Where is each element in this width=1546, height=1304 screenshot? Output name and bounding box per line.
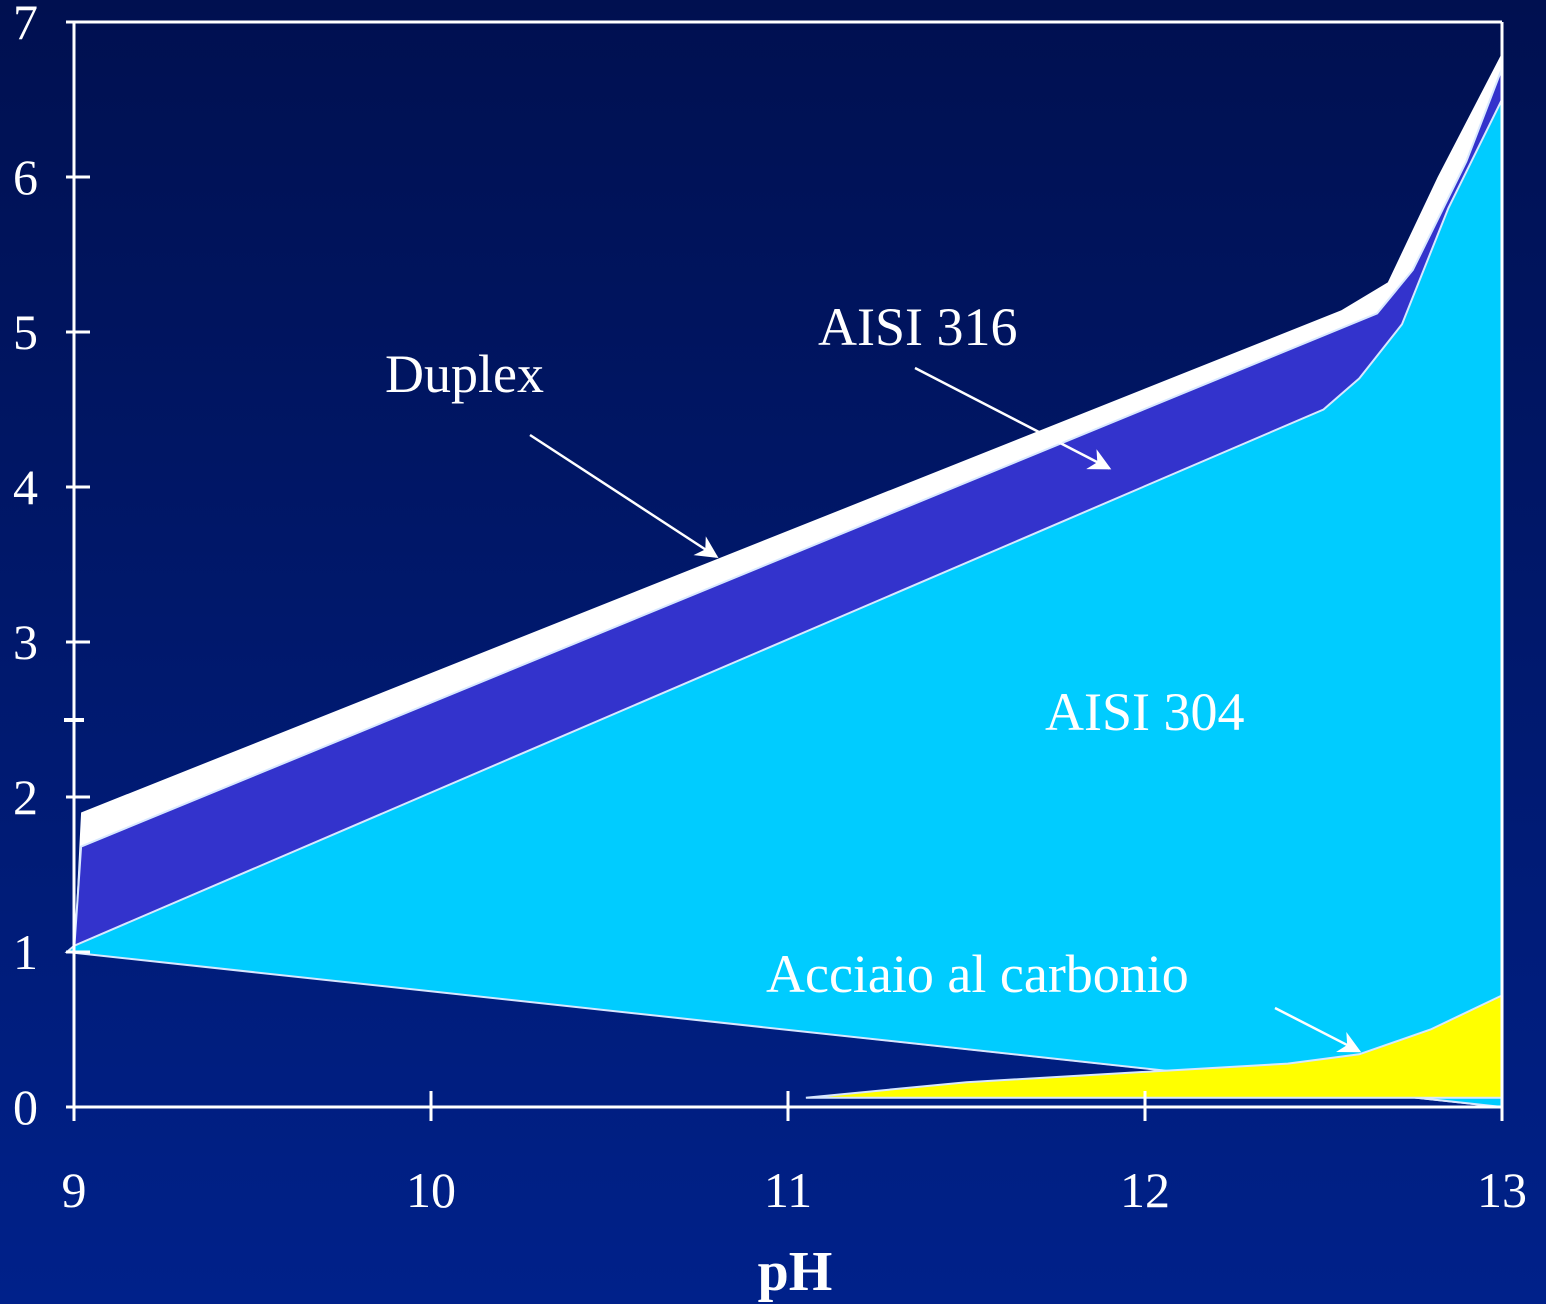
y-tick-label: 1 <box>13 924 38 980</box>
y-tick-label: 0 <box>13 1079 38 1135</box>
y-tick-label: 6 <box>13 149 38 205</box>
y-tick-label: 5 <box>13 304 38 360</box>
y-tick-label: 3 <box>13 614 38 670</box>
annotation-arrow <box>1274 1006 1362 1053</box>
y-tick-label: 4 <box>13 459 38 515</box>
label-aisi-316: AISI 316 <box>818 297 1018 357</box>
x-axis-title: pH <box>758 1241 833 1303</box>
annotation-arrows <box>529 366 1362 1053</box>
annotation-arrow <box>914 366 1112 470</box>
x-tick-label: 11 <box>764 1162 812 1218</box>
label-duplex: Duplex <box>385 344 544 404</box>
y-ticks: 0 1 2 3 4 5 6 7 <box>13 0 90 1135</box>
y-tick-label: 7 <box>13 0 38 50</box>
x-tick-label: 12 <box>1120 1162 1170 1218</box>
label-aisi-304: AISI 304 <box>1045 682 1245 742</box>
annotation-arrow <box>529 433 719 558</box>
label-acciaio-al-carbonio: Acciaio al carbonio <box>766 944 1189 1004</box>
x-tick-label: 10 <box>406 1162 456 1218</box>
y-tick-label: 2 <box>13 769 38 825</box>
x-tick-label: 13 <box>1477 1162 1527 1218</box>
chart-areas <box>64 53 1503 1109</box>
x-ticks: 9 10 11 12 13 <box>62 1091 1527 1218</box>
x-tick-label: 9 <box>62 1162 87 1218</box>
